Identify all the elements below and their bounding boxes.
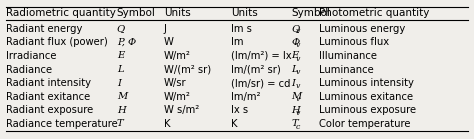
Text: I: I xyxy=(291,79,295,88)
Text: v: v xyxy=(295,55,300,63)
Text: Symbol: Symbol xyxy=(117,8,156,18)
Text: (lm/sr) = cd: (lm/sr) = cd xyxy=(231,78,291,88)
Text: lm: lm xyxy=(231,37,244,47)
Text: Radiance temperature: Radiance temperature xyxy=(6,119,118,129)
Text: Units: Units xyxy=(164,8,191,18)
Text: Q: Q xyxy=(117,24,125,33)
Text: (lm/m²) = lx: (lm/m²) = lx xyxy=(231,51,292,61)
Text: Radiant energy: Radiant energy xyxy=(6,24,82,34)
Text: v: v xyxy=(295,27,300,35)
Text: Irradiance: Irradiance xyxy=(6,51,56,61)
Text: Luminous intensity: Luminous intensity xyxy=(319,78,414,88)
Text: W/(m² sr): W/(m² sr) xyxy=(164,64,211,75)
Text: M: M xyxy=(291,92,301,101)
Text: v: v xyxy=(295,95,300,103)
Text: Radiant exposure: Radiant exposure xyxy=(6,105,93,115)
Text: T: T xyxy=(291,120,298,128)
Text: Photometric quantity: Photometric quantity xyxy=(319,8,430,18)
Text: W/m²: W/m² xyxy=(164,51,191,61)
Text: Symbol: Symbol xyxy=(291,8,330,18)
Text: Luminous energy: Luminous energy xyxy=(319,24,406,34)
Text: W: W xyxy=(164,37,174,47)
Text: W/sr: W/sr xyxy=(164,78,187,88)
Text: Color temperature: Color temperature xyxy=(319,119,411,129)
Text: K: K xyxy=(231,119,238,129)
Text: v: v xyxy=(295,82,300,90)
Text: Φ: Φ xyxy=(291,38,300,47)
Text: I: I xyxy=(117,79,121,88)
Text: Illuminance: Illuminance xyxy=(319,51,377,61)
Text: Luminous exitance: Luminous exitance xyxy=(319,92,414,102)
Text: H: H xyxy=(291,106,300,115)
Text: Luminous flux: Luminous flux xyxy=(319,37,390,47)
Text: K: K xyxy=(164,119,171,129)
Text: v: v xyxy=(295,109,300,117)
Text: Luminous exposure: Luminous exposure xyxy=(319,105,417,115)
Text: lm s: lm s xyxy=(231,24,252,34)
Text: L: L xyxy=(117,65,123,74)
Text: v: v xyxy=(295,68,300,76)
Text: Radiance: Radiance xyxy=(6,64,52,75)
Text: W s/m²: W s/m² xyxy=(164,105,199,115)
Text: lx s: lx s xyxy=(231,105,248,115)
Text: L: L xyxy=(291,65,298,74)
Text: c: c xyxy=(295,123,300,131)
Text: E: E xyxy=(291,51,299,60)
Text: v: v xyxy=(295,41,300,49)
Text: Radiometric quantity: Radiometric quantity xyxy=(6,8,116,18)
Text: E: E xyxy=(117,51,124,60)
Text: P, Φ: P, Φ xyxy=(117,38,136,47)
Text: H: H xyxy=(117,106,126,115)
Text: Units: Units xyxy=(231,8,258,18)
Text: lm/(m² sr): lm/(m² sr) xyxy=(231,64,281,75)
Text: M: M xyxy=(117,92,127,101)
Text: Luminance: Luminance xyxy=(319,64,374,75)
Text: Radiant exitance: Radiant exitance xyxy=(6,92,91,102)
Text: W/m²: W/m² xyxy=(164,92,191,102)
Text: J: J xyxy=(164,24,167,34)
Text: Radiant intensity: Radiant intensity xyxy=(6,78,91,88)
Text: lm/m²: lm/m² xyxy=(231,92,261,102)
Text: Q: Q xyxy=(291,24,300,33)
Text: Radiant flux (power): Radiant flux (power) xyxy=(6,37,108,47)
Text: T: T xyxy=(117,120,123,128)
